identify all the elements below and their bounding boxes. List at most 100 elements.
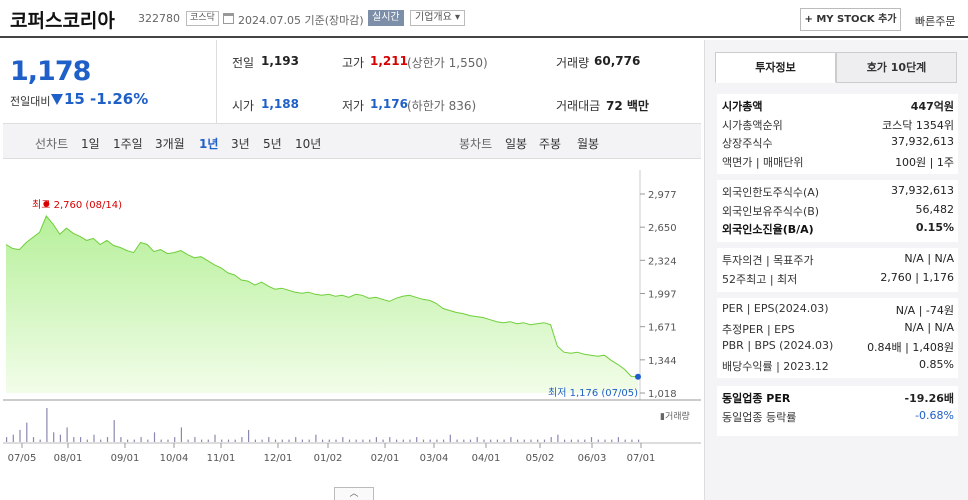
candle-weekly[interactable]: 주봉 <box>539 137 562 151</box>
open-label: 시가 <box>232 99 255 113</box>
info-key[interactable]: 배당수익률 | 2023.12 <box>722 359 829 373</box>
info-value: 100원 | 1주 <box>895 155 954 169</box>
volume-bar <box>73 437 75 442</box>
volume-bar <box>543 439 546 442</box>
info-row: 추정PER | EPS N/A | N/A <box>722 321 954 339</box>
info-row: 외국인보유주식수(B) 56,482 <box>722 203 954 221</box>
volume-bar <box>389 437 391 442</box>
chart-low-label: 최저 1,176 (07/05) <box>548 388 639 399</box>
info-key[interactable]: PER | EPS(2024.03) <box>722 302 829 315</box>
high-point-marker <box>43 201 50 208</box>
volume-bar <box>261 439 263 442</box>
info-value: -19.26배 <box>904 392 954 405</box>
volume-bar <box>335 439 337 442</box>
volume-bar <box>201 439 203 442</box>
info-row: 동일업종 등락률 -0.68% <box>722 409 954 427</box>
info-value: N/A | N/A <box>904 320 954 334</box>
info-key[interactable]: 동일업종 PER <box>722 392 791 405</box>
candle-daily[interactable]: 일봉 <box>505 137 528 151</box>
volume-bar <box>180 427 182 442</box>
info-key[interactable]: 52주최고 | 최저 <box>722 272 798 286</box>
info-value: 2,760 | 1,176 <box>880 270 954 284</box>
lower-limit: (하한가 836) <box>407 99 477 113</box>
volume-bar <box>120 437 122 442</box>
info-key[interactable]: 상장주식수 <box>722 137 773 150</box>
volume-bar <box>194 437 196 442</box>
x-tick-label: 03/04 <box>420 453 449 464</box>
investment-info-panel: 투자정보 호가 10단계 시가총액 447억원 시가총액순위 코스닥 1354위 상장주… <box>704 40 968 500</box>
volume-bar <box>174 437 176 442</box>
volume-bar <box>93 434 95 442</box>
volume-bar <box>268 437 270 442</box>
volume-bar <box>315 434 317 442</box>
tab-investment-info[interactable]: 투자정보 <box>715 52 836 83</box>
info-value: N/A | N/A <box>904 252 954 265</box>
price-chart[interactable]: 2,977 2,650 2,324 1,997 1,671 1,344 1,018 07/0… <box>0 160 704 487</box>
volume-bar <box>322 439 324 442</box>
x-tick-label: 04/01 <box>472 453 501 464</box>
info-key[interactable]: 동일업종 등락률 <box>722 410 797 424</box>
info-key[interactable]: 외국인보유주식수(B) <box>722 204 820 218</box>
volume-bar <box>86 439 88 442</box>
volume-bar <box>483 439 485 442</box>
stock-header: 코퍼스코리아 322780 코스닥 2024.07.05 기준(장마감) 실시간… <box>0 0 968 38</box>
company-overview-dropdown[interactable]: 기업개요 ▾ <box>410 10 465 26</box>
period-1y[interactable]: 1년 <box>199 137 219 151</box>
period-5y[interactable]: 5년 <box>263 137 282 151</box>
line-chart-label: 선차트 <box>35 137 69 151</box>
volume-bar <box>530 439 532 442</box>
realtime-badge[interactable]: 실시간 <box>368 10 404 26</box>
period-3y[interactable]: 3년 <box>231 137 250 151</box>
price-change-pct: -1.26% <box>90 90 149 108</box>
volume-bar <box>590 437 593 442</box>
x-tick-label: 10/04 <box>160 453 189 464</box>
y-tick-label: 2,324 <box>648 256 677 267</box>
volume-bar <box>281 439 283 442</box>
info-key[interactable]: 시가총액 <box>722 100 763 113</box>
volume-bar <box>617 437 619 442</box>
open-value: 1,188 <box>261 97 299 111</box>
info-section: 시가총액 447억원 시가총액순위 코스닥 1354위 상장주식수 37,932,613 액… <box>717 94 958 174</box>
info-row: 배당수익률 | 2023.12 0.85% <box>722 358 954 376</box>
tab-hoga-10[interactable]: 호가 10단계 <box>836 52 957 83</box>
info-row: 투자의견 | 목표주가 N/A | N/A <box>722 252 954 270</box>
volume-bar <box>46 408 48 442</box>
volume-bar <box>133 439 135 442</box>
info-value: 0.84배 | 1,408원 <box>867 341 954 354</box>
volume-bar <box>422 439 425 442</box>
volume-bar <box>59 434 61 442</box>
high-label: 고가 <box>342 56 365 70</box>
volume-bar <box>550 437 552 442</box>
volume-bar <box>12 434 14 442</box>
volume-bar <box>362 439 364 442</box>
period-3m[interactable]: 3개월 <box>155 137 185 151</box>
chart-high-label: 최고 2,760 (08/14) <box>32 200 123 211</box>
candle-monthly[interactable]: 월봉 <box>577 137 600 151</box>
period-1w[interactable]: 1주일 <box>113 137 143 151</box>
info-key[interactable]: PBR | BPS (2024.03) <box>722 339 834 352</box>
volume-bar <box>53 432 55 442</box>
info-key[interactable]: 투자의견 | 목표주가 <box>722 254 814 267</box>
add-my-stock-button[interactable]: + MY STOCK 추가 <box>800 8 901 31</box>
y-tick-label: 1,344 <box>648 356 677 367</box>
info-key[interactable]: 외국인소진율(B/A) <box>722 223 814 236</box>
info-key[interactable]: 시가총액순위 <box>722 118 783 132</box>
volume-bar <box>510 437 512 442</box>
volume-bar <box>66 427 68 442</box>
volume-bar <box>308 439 310 442</box>
volume-bar <box>577 439 579 442</box>
collapse-chart-button[interactable]: ︿ <box>334 487 374 500</box>
volume-bar <box>503 439 505 442</box>
quick-order-link[interactable]: 빠른주문 <box>915 15 956 28</box>
info-key[interactable]: 추정PER | EPS <box>722 322 795 336</box>
volume-bar <box>604 439 606 442</box>
volume-bar <box>456 439 458 442</box>
low-point-marker <box>635 373 641 380</box>
period-1d[interactable]: 1일 <box>81 137 100 151</box>
info-key[interactable]: 외국인한도주식수(A) <box>722 186 820 199</box>
prev-close-value: 1,193 <box>261 54 299 68</box>
info-key[interactable]: 액면가 | 매매단위 <box>722 155 804 169</box>
period-selector: 선차트 1일 1주일 3개월 1년 3년 5년 10년 봉차트 일봉 주봉 월봉 <box>3 123 701 159</box>
period-10y[interactable]: 10년 <box>295 137 322 151</box>
